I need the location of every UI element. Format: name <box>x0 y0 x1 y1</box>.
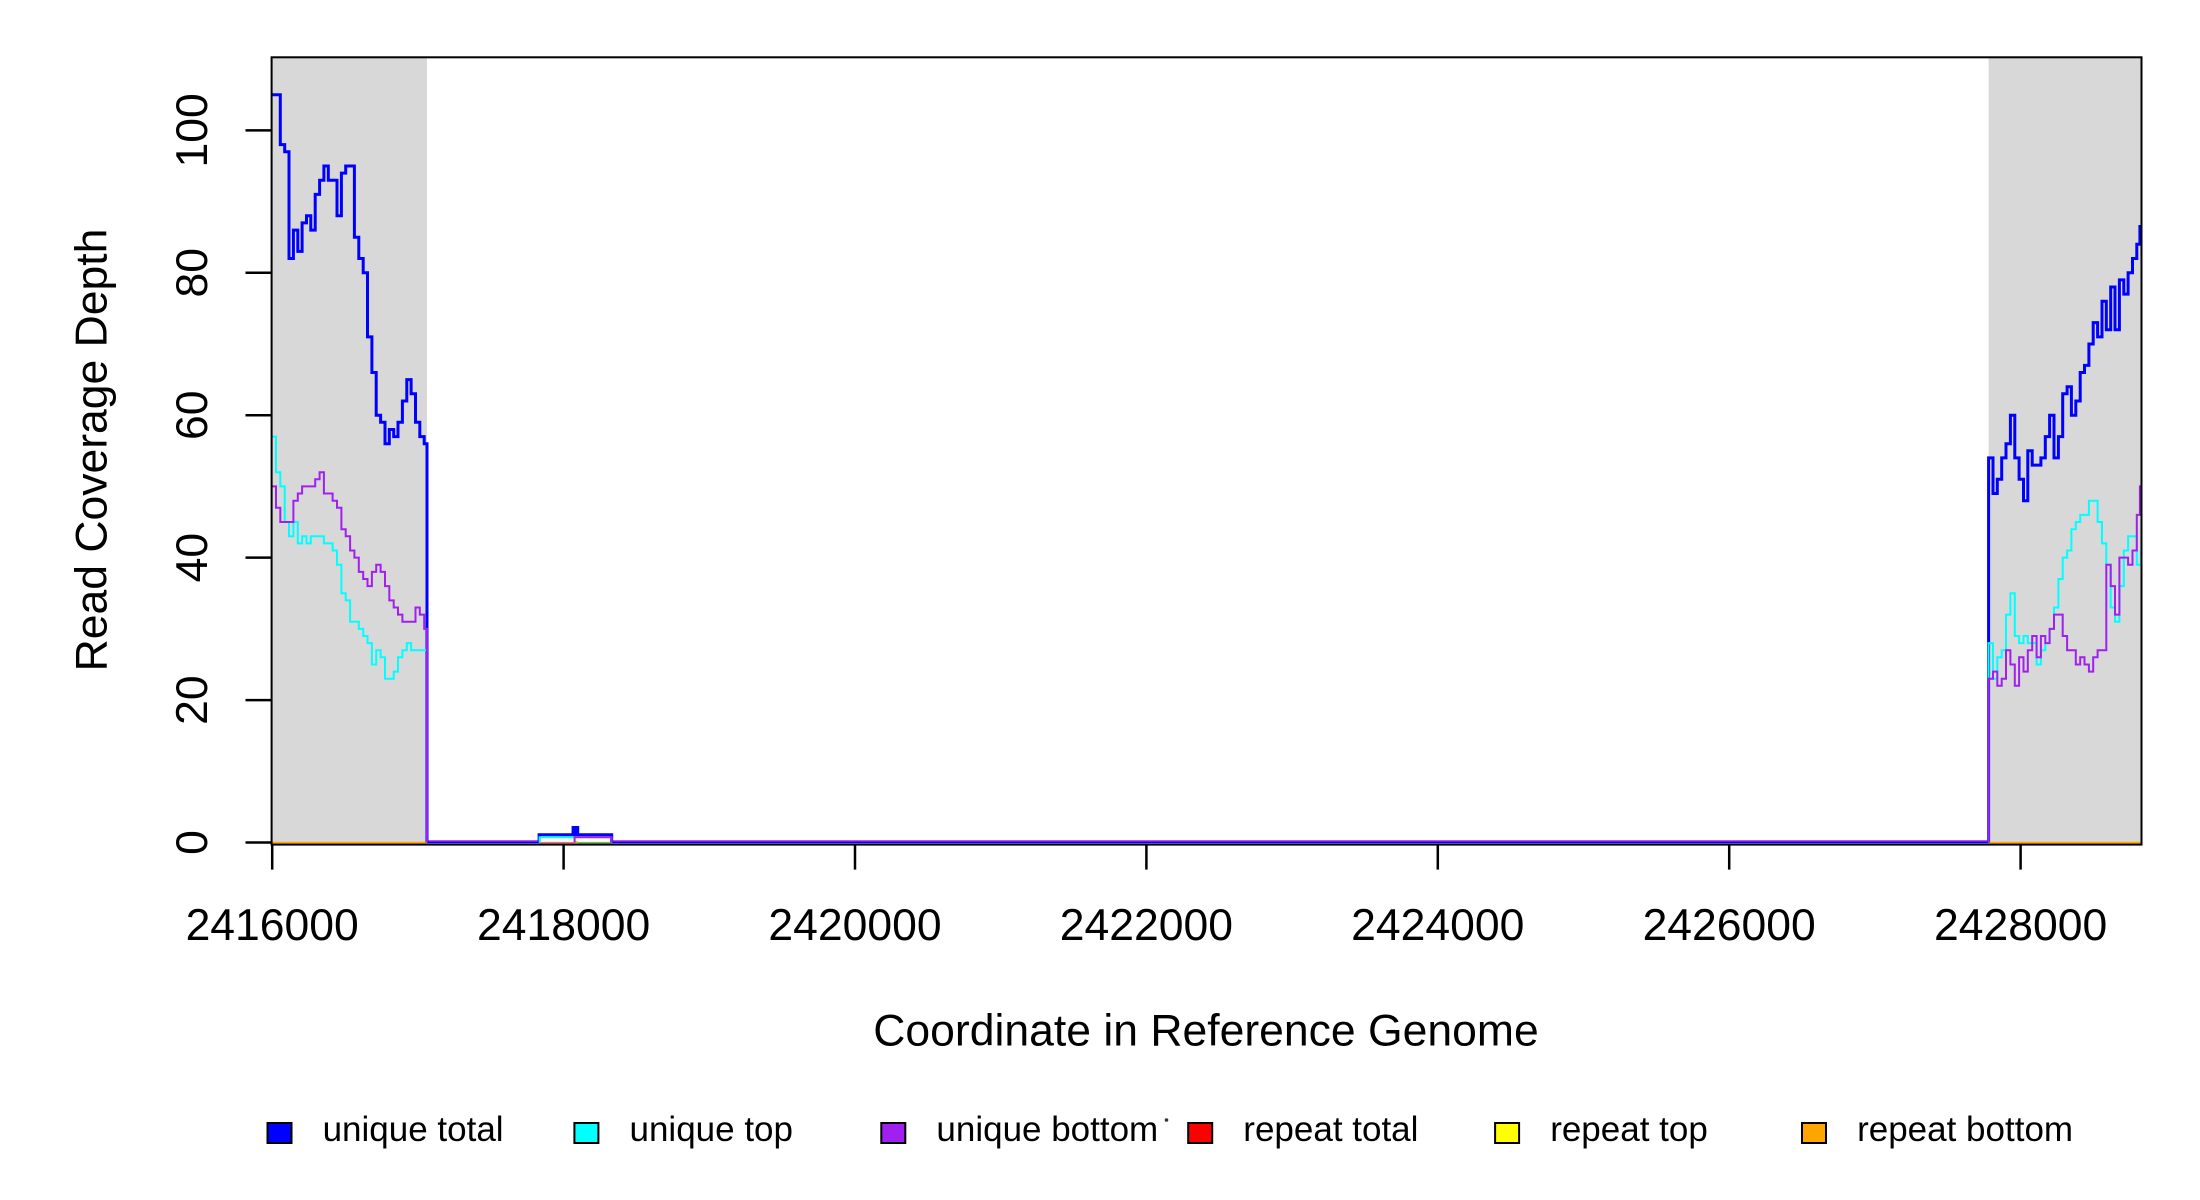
svg-text:unique total: unique total <box>323 1110 504 1149</box>
svg-text:Read Coverage Depth: Read Coverage Depth <box>68 229 117 672</box>
svg-text:repeat bottom: repeat bottom <box>1857 1110 2073 1149</box>
svg-text:80: 80 <box>168 248 217 298</box>
svg-text:2426000: 2426000 <box>1643 901 1816 950</box>
svg-text:unique top: unique top <box>630 1110 793 1149</box>
svg-text:Coordinate in Reference Genome: Coordinate in Reference Genome <box>873 1007 1538 1056</box>
svg-text:2416000: 2416000 <box>186 901 359 950</box>
svg-text:unique bottom: unique bottom <box>936 1110 1158 1149</box>
svg-text:2422000: 2422000 <box>1060 901 1233 950</box>
svg-text:0: 0 <box>168 830 217 855</box>
svg-text:40: 40 <box>168 533 217 583</box>
svg-text:repeat total: repeat total <box>1243 1110 1418 1149</box>
svg-text:2418000: 2418000 <box>477 901 650 950</box>
svg-text:2424000: 2424000 <box>1351 901 1524 950</box>
svg-text:60: 60 <box>168 390 217 440</box>
svg-text:2428000: 2428000 <box>1934 901 2107 950</box>
svg-text:repeat top: repeat top <box>1550 1110 1708 1149</box>
svg-text:20: 20 <box>168 675 217 725</box>
svg-text:100: 100 <box>168 93 217 167</box>
svg-text:2420000: 2420000 <box>768 901 941 950</box>
